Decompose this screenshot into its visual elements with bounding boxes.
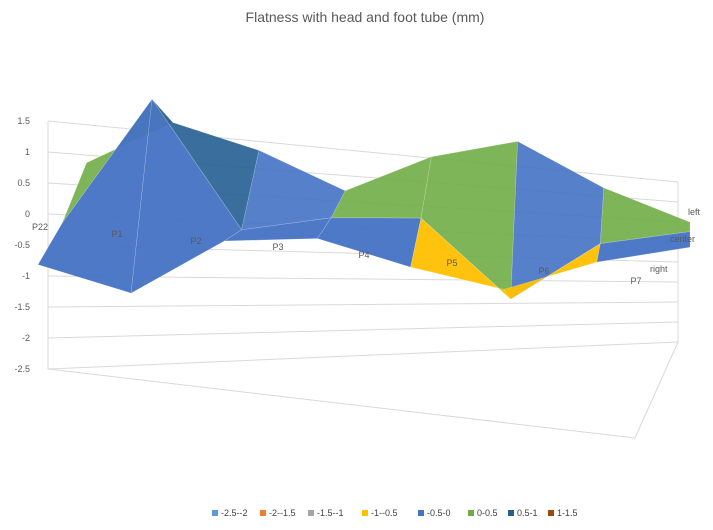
legend-item: 0.5-1 [508, 508, 538, 518]
legend-item: -1--0.5 [362, 508, 398, 518]
z-tick-label: 0.5 [17, 178, 30, 188]
legend-item: -2--1.5 [260, 508, 296, 518]
depth-axis-ticks: right center left [650, 207, 701, 274]
gridline [47, 301, 679, 308]
legend: -2.5--2 -2--1.5 -1.5--1 -1--0.5 -0.5-0 0-0.5 0… [212, 508, 578, 518]
legend-swatch [548, 510, 554, 516]
x-tick-label: P6 [538, 266, 549, 276]
legend-label: 0.5-1 [517, 508, 538, 518]
z-axis-ticks: 1.5 1 0.5 0 -0.5 -1 -1.5 -2 -2.5 [14, 116, 30, 374]
chart-title: Flatness with head and foot tube (mm) [246, 9, 485, 25]
x-tick-label: P1 [111, 229, 122, 239]
surface-cell [596, 231, 691, 263]
z-tick-label: -2.5 [14, 364, 30, 374]
legend-item: -0.5-0 [418, 508, 451, 518]
legend-swatch [308, 510, 314, 516]
legend-swatch [468, 510, 474, 516]
surface-plot [37, 98, 691, 300]
surface-cell [510, 140, 605, 300]
legend-item: -2.5--2 [212, 508, 248, 518]
legend-item: -1.5--1 [308, 508, 344, 518]
gridline [47, 321, 679, 339]
surface-cell [330, 156, 432, 219]
legend-swatch [508, 510, 514, 516]
z-tick-label: 1 [25, 147, 30, 157]
x-tick-label: P3 [272, 242, 283, 252]
legend-swatch [362, 510, 368, 516]
depth-tick-label: left [688, 207, 701, 217]
x-axis-ticks: P22 P1 P2 P3 P4 P5 P6 P7 [32, 222, 642, 286]
depth-tick-label: center [670, 234, 695, 244]
x-tick-label: P4 [358, 250, 369, 260]
legend-label: -0.5-0 [427, 508, 451, 518]
legend-item: 0-0.5 [468, 508, 498, 518]
z-tick-label: 1.5 [17, 116, 30, 126]
z-tick-label: 0 [25, 209, 30, 219]
legend-label: -2--1.5 [269, 508, 296, 518]
x-tick-label: P5 [446, 258, 457, 268]
x-tick-label: P2 [190, 236, 201, 246]
legend-swatch [212, 510, 218, 516]
legend-label: -1.5--1 [317, 508, 344, 518]
x-tick-label: P22 [32, 222, 48, 232]
legend-label: -1--0.5 [371, 508, 398, 518]
gridline [634, 341, 679, 439]
gridline [47, 368, 636, 439]
legend-swatch [260, 510, 266, 516]
z-tick-label: -1.5 [14, 302, 30, 312]
z-tick-label: -0.5 [14, 240, 30, 250]
depth-tick-label: right [650, 264, 668, 274]
legend-label: -2.5--2 [221, 508, 248, 518]
legend-label: 0-0.5 [477, 508, 498, 518]
legend-item: 1-1.5 [548, 508, 578, 518]
legend-swatch [418, 510, 424, 516]
legend-label: 1-1.5 [557, 508, 578, 518]
gridline [47, 341, 679, 370]
z-tick-label: -1 [22, 271, 30, 281]
z-tick-label: -2 [22, 333, 30, 343]
x-tick-label: P7 [630, 276, 641, 286]
